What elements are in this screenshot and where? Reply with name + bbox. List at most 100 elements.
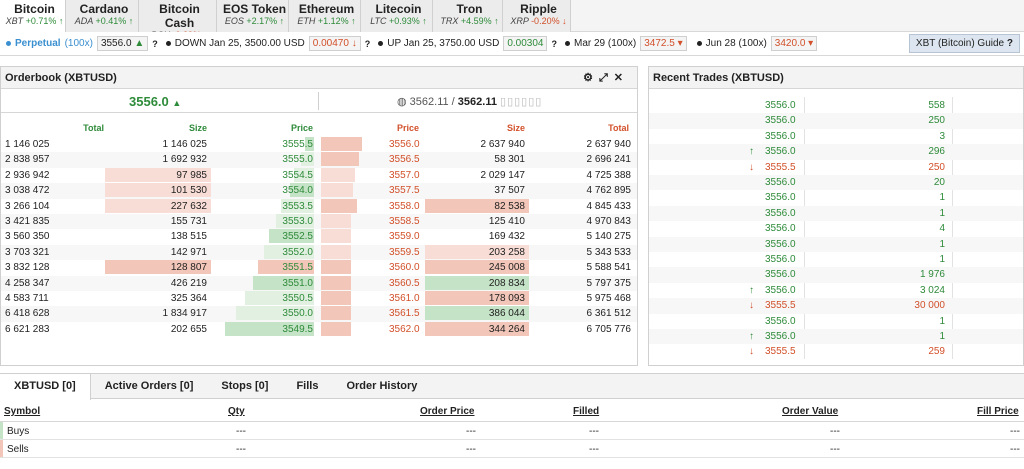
trade-price: 3556.0 bbox=[765, 177, 796, 188]
ask-size: 37 507 bbox=[494, 185, 525, 197]
bullet-icon bbox=[696, 41, 702, 46]
bottom-tab-2[interactable]: Stops [0] bbox=[221, 380, 269, 392]
ask-row[interactable]: 3562.0 344 264 6 705 776 bbox=[319, 321, 637, 337]
gear-icon[interactable]: ⚙ bbox=[583, 72, 599, 84]
header-order-price[interactable]: Order Price bbox=[420, 406, 475, 417]
header-qty[interactable]: Qty bbox=[228, 406, 245, 417]
ask-row[interactable]: 3560.5 208 834 5 797 375 bbox=[319, 275, 637, 291]
instrument-tab-eth[interactable]: Ethereum ETH +1.12% ↑ bbox=[289, 0, 361, 32]
trade-row[interactable]: 3556.0 1 bbox=[649, 190, 1023, 205]
bid-row[interactable]: 6 418 628 1 834 917 3550.0 bbox=[1, 306, 319, 322]
depth-bar bbox=[245, 290, 314, 305]
bottom-tab-1[interactable]: Active Orders [0] bbox=[104, 380, 194, 392]
close-icon[interactable]: ✕ bbox=[613, 72, 629, 84]
ask-row[interactable]: 3559.0 169 432 5 140 275 bbox=[319, 229, 637, 244]
bid-row[interactable]: 3 421 835 155 731 3553.0 bbox=[1, 213, 319, 230]
trade-row[interactable]: 3556.0 1 bbox=[649, 205, 1023, 222]
bid-row[interactable]: 3 266 104 227 632 3553.5 bbox=[1, 198, 319, 214]
instrument-tab-trx[interactable]: Tron TRX +4.59% ↑ bbox=[433, 0, 503, 32]
depth-bar bbox=[264, 244, 314, 259]
depth-bar bbox=[290, 183, 314, 198]
positions-table-header: Symbol Qty Order Price Filled Order Valu… bbox=[0, 400, 1024, 422]
ask-row[interactable]: 3557.0 2 029 147 4 725 388 bbox=[319, 167, 637, 183]
trade-row[interactable]: 3556.0 1 976 bbox=[649, 267, 1023, 283]
contract-down[interactable]: DOWN Jan 25, 3500.00 USD 0.00470 ↓ ? bbox=[165, 36, 373, 51]
help-icon[interactable]: ? bbox=[551, 38, 557, 49]
bid-row[interactable]: 2 838 957 1 692 932 3555.0 bbox=[1, 152, 319, 168]
header-order-value[interactable]: Order Value bbox=[782, 406, 839, 417]
contract-up[interactable]: UP Jan 25, 3750.00 USD 0.00304 ? bbox=[378, 36, 559, 51]
bid-row[interactable]: 1 146 025 1 146 025 3555.5 bbox=[1, 137, 319, 152]
instrument-tabs: Bitcoin XBT +0.71% ↑ Cardano ADA +0.41% ↑ Bi… bbox=[0, 0, 1024, 40]
ask-size: 58 301 bbox=[494, 154, 525, 166]
help-icon[interactable]: ? bbox=[364, 38, 371, 49]
trade-row[interactable]: 3556.0 558 bbox=[649, 98, 1023, 113]
bid-total: 3 421 835 bbox=[5, 215, 50, 227]
bid-total: 2 838 957 bbox=[5, 154, 50, 166]
trade-row[interactable]: ↑ 3556.0 1 bbox=[649, 329, 1023, 345]
header-fill-price[interactable]: Fill Price bbox=[977, 406, 1019, 417]
ask-row[interactable]: 3556.5 58 301 2 696 241 bbox=[319, 152, 637, 168]
ask-row[interactable]: 3560.0 245 008 5 588 541 bbox=[319, 260, 637, 275]
trade-row[interactable]: 3556.0 250 bbox=[649, 113, 1023, 129]
cell-fill-price: --- bbox=[1010, 444, 1020, 455]
help-icon[interactable]: ? bbox=[152, 38, 158, 49]
ask-total: 5 797 375 bbox=[586, 277, 632, 289]
ask-row[interactable]: 3556.0 2 637 940 2 637 940 bbox=[319, 137, 637, 152]
bid-row[interactable]: 4 583 711 325 364 3550.5 bbox=[1, 290, 319, 306]
trade-row[interactable]: ↑ 3556.0 296 bbox=[649, 144, 1023, 160]
header-filled[interactable]: Filled bbox=[573, 406, 600, 417]
bid-price: 3552.5 bbox=[282, 231, 313, 243]
header-symbol[interactable]: Symbol bbox=[4, 406, 41, 417]
bottom-tab-3[interactable]: Fills bbox=[296, 380, 319, 392]
trade-row[interactable]: 3556.0 4 bbox=[649, 221, 1023, 236]
ask-row[interactable]: 3561.5 386 044 6 361 512 bbox=[319, 306, 637, 322]
trade-row[interactable]: ↑ 3556.0 3 024 bbox=[649, 283, 1023, 298]
contract-label: UP Jan 25, 3750.00 USD bbox=[387, 38, 500, 49]
bid-row[interactable]: 4 258 347 426 219 3551.0 bbox=[1, 275, 319, 291]
bid-row[interactable]: 3 703 321 142 971 3552.0 bbox=[1, 244, 319, 261]
ask-row[interactable]: 3559.5 203 258 5 343 533 bbox=[319, 244, 637, 261]
size-bar bbox=[425, 244, 529, 259]
instrument-tab-bch[interactable]: Bitcoin CashBCH -0.29% ↓ bbox=[139, 0, 217, 40]
ask-total: 6 361 512 bbox=[586, 308, 632, 320]
trade-price: 3555.5 bbox=[765, 346, 796, 358]
instrument-tab-xbt[interactable]: Bitcoin XBT +0.71% ↑ bbox=[0, 0, 66, 32]
bid-total: 3 560 350 bbox=[5, 231, 50, 243]
bid-row[interactable]: 3 832 128 128 807 3551.5 bbox=[1, 260, 319, 275]
ask-row[interactable]: 3561.0 178 093 5 975 468 bbox=[319, 290, 637, 306]
bottom-tab-4[interactable]: Order History bbox=[346, 380, 418, 392]
bottom-tab-0[interactable]: XBTUSD [0] bbox=[0, 374, 91, 400]
trade-row[interactable]: ↓ 3555.5 30 000 bbox=[649, 298, 1023, 314]
trade-row[interactable]: 3556.0 1 bbox=[649, 236, 1023, 252]
trade-row[interactable]: 3556.0 1 bbox=[649, 314, 1023, 329]
bid-row[interactable]: 6 621 283 202 655 3549.5 bbox=[1, 321, 319, 337]
trade-price: 3555.5 bbox=[765, 161, 796, 173]
bid-row[interactable]: 3 560 350 138 515 3552.5 bbox=[1, 229, 319, 244]
trade-row[interactable]: 3556.0 3 bbox=[649, 129, 1023, 144]
expand-icon[interactable]: ⤢ bbox=[598, 72, 614, 84]
bid-total: 6 418 628 bbox=[5, 308, 50, 320]
ask-row[interactable]: 3558.0 82 538 4 845 433 bbox=[319, 198, 637, 214]
ask-row[interactable]: 3558.5 125 410 4 970 843 bbox=[319, 213, 637, 230]
instrument-tab-eos[interactable]: EOS Token EOS +2.17% ↑ bbox=[217, 0, 289, 32]
instrument-tab-xrp[interactable]: Ripple XRP -0.20% ↓ bbox=[503, 0, 571, 32]
ask-total: 5 975 468 bbox=[586, 292, 632, 304]
bid-row[interactable]: 3 038 472 101 530 3554.0 bbox=[1, 183, 319, 199]
trade-row[interactable]: ↓ 3555.5 250 bbox=[649, 160, 1023, 175]
instrument-tab-ada[interactable]: Cardano ADA +0.41% ↑ bbox=[66, 0, 139, 32]
bid-row[interactable]: 2 936 942 97 985 3554.5 bbox=[1, 167, 319, 183]
trade-row[interactable]: ↓ 3555.5 259 bbox=[649, 344, 1023, 359]
instrument-tab-ltc[interactable]: Litecoin LTC +0.93% ↑ bbox=[361, 0, 433, 32]
help-icon: ? bbox=[1006, 38, 1013, 49]
size-bar bbox=[425, 306, 529, 321]
trade-row[interactable]: 3556.0 20 bbox=[649, 175, 1023, 191]
ask-row[interactable]: 3557.5 37 507 4 762 895 bbox=[319, 183, 637, 199]
guide-button[interactable]: XBT (Bitcoin) Guide ? bbox=[908, 34, 1020, 53]
contract-perpetual[interactable]: Perpetual (100x) 3556.0 ▲ ? bbox=[6, 36, 160, 51]
trade-row[interactable]: 3556.0 1 bbox=[649, 252, 1023, 267]
trade-size: 3 024 bbox=[919, 284, 945, 296]
contract-jun[interactable]: Jun 28 (100x) 3420.0 ▾ bbox=[696, 36, 822, 51]
cell-order-price: --- bbox=[466, 444, 476, 455]
contract-mar[interactable]: Mar 29 (100x) 3472.5 ▾ bbox=[564, 36, 691, 51]
